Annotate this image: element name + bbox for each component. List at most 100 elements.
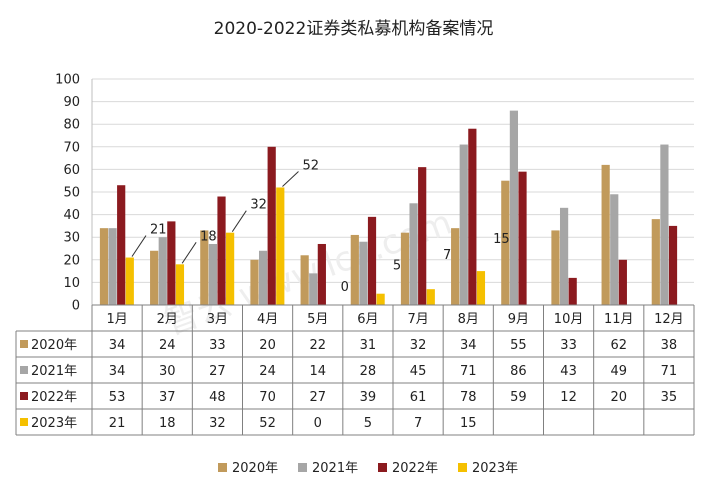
legend-label: 2020年	[232, 461, 278, 476]
table-legend-swatch	[20, 340, 28, 348]
bar	[309, 273, 318, 305]
table-cell: 15	[460, 416, 477, 431]
table-cell: 61	[410, 390, 427, 405]
data-label-2023: 7	[443, 248, 451, 263]
bar	[468, 128, 477, 305]
bar	[418, 167, 427, 305]
bar	[476, 271, 486, 305]
bar	[267, 146, 276, 305]
table-cell: 27	[309, 390, 326, 405]
bar	[668, 225, 678, 305]
bar	[610, 194, 619, 305]
x-category-label: 9月	[508, 312, 529, 327]
bar	[376, 293, 385, 305]
y-tick-label: 100	[55, 73, 80, 88]
bar	[518, 171, 527, 305]
bar	[167, 221, 176, 305]
table-cell: 18	[159, 416, 176, 431]
y-tick-label: 0	[72, 299, 80, 314]
bar	[276, 187, 285, 305]
table-cell: 59	[510, 390, 527, 405]
table-cell: 71	[661, 364, 678, 379]
table-cell: 20	[259, 338, 276, 353]
data-table: 1月 2月 3月 4月 5月 6月 7月 8月 9月 10月 11月 12月 2020年 34 24 33 20…	[15, 304, 695, 436]
table-cell: 22	[309, 338, 326, 353]
bar	[108, 228, 117, 305]
bar	[359, 241, 368, 305]
x-category-label: 3月	[207, 312, 228, 327]
data-label-2023: 18	[200, 229, 217, 244]
y-tick-label: 60	[63, 163, 80, 178]
table-cell: 52	[259, 416, 276, 431]
table-cell: 5	[364, 416, 372, 431]
table-cell: 43	[560, 364, 577, 379]
table-row-label: 2021年	[31, 364, 77, 379]
bar	[317, 243, 326, 305]
table-legend-swatch	[20, 366, 28, 374]
table-cell: 38	[661, 338, 678, 353]
table-cell: 45	[410, 364, 427, 379]
table-cell: 27	[209, 364, 226, 379]
table-cell: 31	[360, 338, 377, 353]
table-cell: 24	[159, 338, 176, 353]
y-tick-label: 30	[63, 231, 80, 246]
leader-lines	[131, 171, 299, 264]
table-cell: 12	[560, 390, 577, 405]
data-label-2023: 0	[341, 280, 349, 295]
bar	[559, 207, 569, 305]
table-cell: 34	[460, 338, 477, 353]
x-category-label: 10月	[554, 312, 584, 327]
chart-title: 2020-2022证券类私募机构备案情况	[213, 19, 494, 39]
data-label-2023: 5	[393, 259, 401, 274]
data-label-2023: 32	[250, 198, 267, 213]
x-category-label: 5月	[307, 312, 328, 327]
bar	[208, 243, 218, 305]
table-legend-swatch	[20, 392, 28, 400]
bar	[601, 164, 610, 305]
bar	[551, 230, 560, 305]
table-cell: 37	[159, 390, 176, 405]
legend-swatch	[218, 463, 227, 472]
legend-label: 2023年	[472, 461, 518, 476]
table-cell: 34	[109, 364, 126, 379]
bar	[409, 203, 418, 305]
y-tick-label: 40	[63, 208, 80, 223]
x-category-label: 6月	[357, 312, 378, 327]
x-category-label: 8月	[458, 312, 479, 327]
table-cell: 28	[360, 364, 377, 379]
y-tick-label: 10	[63, 276, 80, 291]
table-cell: 39	[360, 390, 377, 405]
x-category-label: 11月	[604, 312, 634, 327]
legend-swatch	[378, 463, 387, 472]
table-cell: 48	[209, 390, 226, 405]
bar	[250, 259, 259, 305]
bar	[651, 219, 660, 305]
table-cell: 33	[560, 338, 577, 353]
y-tick-label: 70	[63, 140, 80, 155]
bar	[618, 259, 627, 305]
table-cell: 21	[109, 416, 126, 431]
bar	[125, 257, 134, 305]
table-cell: 62	[610, 338, 627, 353]
table-cell: 32	[410, 338, 427, 353]
y-tick-label: 20	[63, 253, 80, 268]
x-category-label: 4月	[257, 312, 278, 327]
bar	[400, 232, 410, 305]
bar	[258, 250, 268, 305]
bars	[99, 110, 678, 305]
data-labels: 21 18 32 52 0 5 7 15	[150, 158, 510, 295]
bar	[175, 264, 185, 305]
table-cell: 55	[510, 338, 527, 353]
bar	[501, 180, 510, 305]
table-cell: 20	[610, 390, 627, 405]
table-cell: 32	[209, 416, 226, 431]
x-category-label: 1月	[106, 312, 127, 327]
legend-swatch	[298, 463, 307, 472]
table-cell: 24	[259, 364, 276, 379]
legend-swatch	[458, 463, 467, 472]
table-legend-swatch	[20, 418, 28, 426]
y-axis: 0 10 20 30 40 50 60 70 80 90 100	[55, 73, 93, 314]
x-category-label: 12月	[654, 312, 684, 327]
data-label-2023: 52	[302, 158, 319, 173]
